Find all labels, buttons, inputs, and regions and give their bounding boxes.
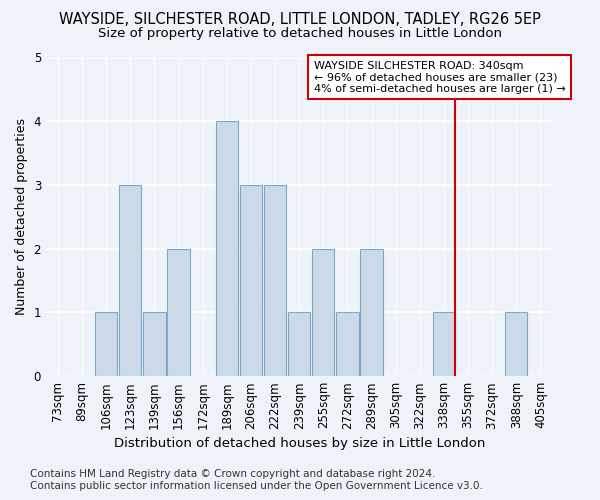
Bar [167,248,190,376]
Bar [264,185,286,376]
Bar [361,248,383,376]
Bar [143,312,166,376]
Bar [119,185,142,376]
Bar [240,185,262,376]
Bar [216,121,238,376]
Bar [337,312,359,376]
Y-axis label: Number of detached properties: Number of detached properties [15,118,28,316]
Text: WAYSIDE SILCHESTER ROAD: 340sqm
← 96% of detached houses are smaller (23)
4% of : WAYSIDE SILCHESTER ROAD: 340sqm ← 96% of… [314,60,565,94]
Bar [95,312,118,376]
Text: Contains HM Land Registry data © Crown copyright and database right 2024.
Contai: Contains HM Land Registry data © Crown c… [30,470,483,491]
Text: Size of property relative to detached houses in Little London: Size of property relative to detached ho… [98,28,502,40]
Bar [312,248,334,376]
Bar [433,312,455,376]
Bar [288,312,310,376]
Bar [505,312,527,376]
X-axis label: Distribution of detached houses by size in Little London: Distribution of detached houses by size … [113,437,485,450]
Text: WAYSIDE, SILCHESTER ROAD, LITTLE LONDON, TADLEY, RG26 5EP: WAYSIDE, SILCHESTER ROAD, LITTLE LONDON,… [59,12,541,28]
